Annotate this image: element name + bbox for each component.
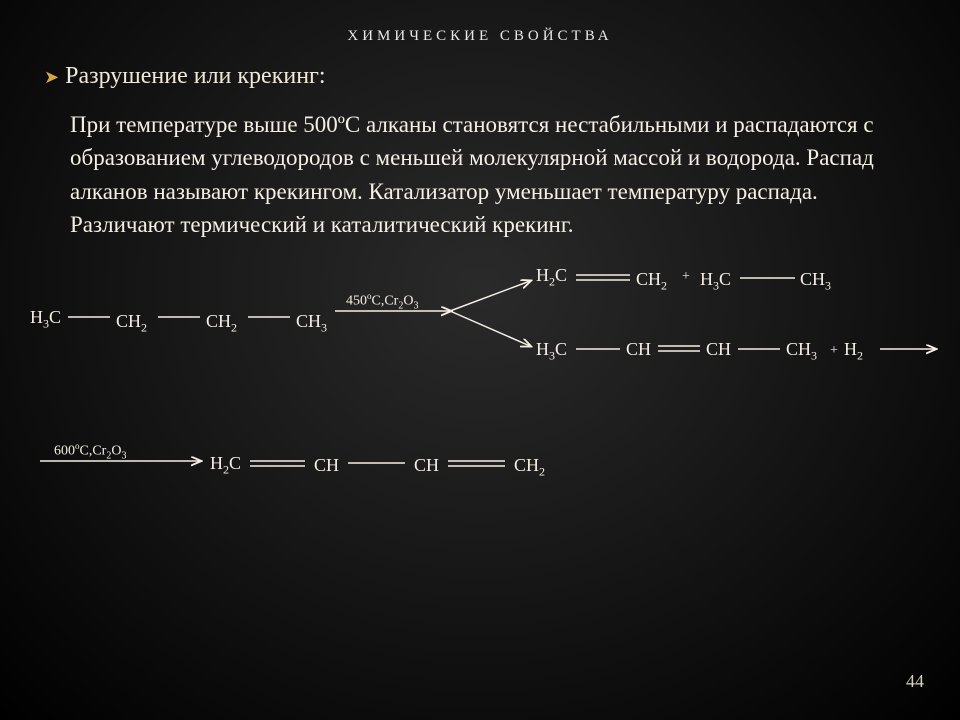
r1-reactant-1: H3C — [30, 307, 61, 332]
chemistry-diagram: H3C CH2 CH2 CH3 450oC,Cr2O3 H2C CH2 + H3… — [0, 251, 960, 561]
r1-plus1: + — [682, 269, 690, 285]
slide-title: ХИМИЧЕСКИЕ СВОЙСТВА — [0, 0, 960, 45]
r2-p-1: H2C — [210, 453, 241, 478]
r1-p2-4: CH3 — [786, 339, 817, 364]
r1-reactant-4: CH3 — [296, 311, 327, 336]
subtitle-text: Разрушение или крекинг: — [65, 63, 325, 89]
body-paragraph: При температуре выше 500ºС алканы станов… — [0, 90, 960, 241]
page-number: 44 — [906, 671, 924, 692]
r1-p2-3: CH — [706, 339, 731, 360]
r1-p1-1: H2C — [536, 265, 567, 290]
r2-p-2: CH — [314, 455, 339, 476]
r1-p1-4: CH3 — [800, 269, 831, 294]
chem-lines — [0, 251, 960, 561]
bullet-icon: ➤ — [44, 67, 59, 88]
r1-p1-3: H3C — [700, 269, 731, 294]
r2-p-3: CH — [414, 455, 439, 476]
r1-condition: 450oC,Cr2O3 — [346, 291, 418, 311]
r2-condition: 600oC,Cr2O3 — [54, 441, 126, 461]
r1-p2-2: CH — [626, 339, 651, 360]
r1-reactant-3: CH2 — [206, 311, 237, 336]
r2-p-4: CH2 — [514, 455, 545, 480]
r1-p1-2: CH2 — [636, 269, 667, 294]
r1-plus2: + — [830, 343, 838, 359]
slide-subtitle: ➤ Разрушение или крекинг: — [0, 45, 960, 90]
r1-p2-1: H3C — [536, 339, 567, 364]
r1-reactant-2: CH2 — [116, 311, 147, 336]
r1-p2-5: H2 — [844, 339, 863, 364]
